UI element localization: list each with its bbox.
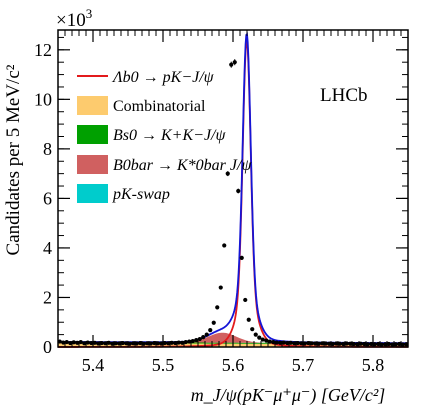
y-tick-label: 0: [43, 337, 52, 357]
x-tick-label: 5.4: [82, 355, 105, 375]
y-axis-label: Candidates per 5 MeV/c²: [3, 64, 24, 255]
x-axis-label: m_J/ψ(pK⁻μ⁺μ⁻) [GeV/c²]: [191, 385, 386, 406]
fit-curves: [58, 32, 408, 348]
legend-swatch-pkswap: [77, 184, 108, 203]
legend-swatch-bs: [77, 125, 108, 144]
y-tick-label: 6: [43, 188, 52, 208]
legend-label-pkswap: pK-swap: [112, 186, 170, 203]
data-points: [57, 59, 409, 347]
legend-label-bd: B0bar → K*0bar J/ψ: [113, 157, 252, 174]
y-multiplier: ×103: [56, 6, 92, 31]
tick-labels: 5.4 5.5 5.6 5.7 5.8 0 2 4 6 8 10 12: [34, 40, 384, 375]
legend-swatch-bd: [77, 155, 108, 174]
y-tick-label: 4: [43, 238, 52, 258]
legend-swatch-combinatorial: [77, 96, 108, 115]
y-tick-label: 2: [43, 287, 52, 307]
x-tick-label: 5.8: [362, 355, 385, 375]
x-tick-label: 5.5: [152, 355, 175, 375]
plot-frame: [57, 29, 409, 348]
y-tick-label: 8: [43, 139, 52, 159]
total-fit-curve: [58, 32, 408, 345]
x-tick-label: 5.7: [292, 355, 315, 375]
legend-label-bs: Bs0 → K+K−J/ψ: [113, 127, 226, 144]
x-tick-label: 5.6: [222, 355, 245, 375]
y-tick-label: 12: [34, 40, 52, 60]
legend-label-lambdab: Λb0 → pK−J/ψ: [111, 69, 215, 86]
experiment-label: LHCb: [320, 85, 368, 106]
legend: Λb0 → pK−J/ψ Combinatorial Bs0 → K+K−J/ψ…: [77, 69, 252, 203]
y-tick-label: 10: [34, 89, 52, 109]
axis-ticks: [57, 30, 409, 348]
legend-label-combinatorial: Combinatorial: [113, 98, 206, 115]
